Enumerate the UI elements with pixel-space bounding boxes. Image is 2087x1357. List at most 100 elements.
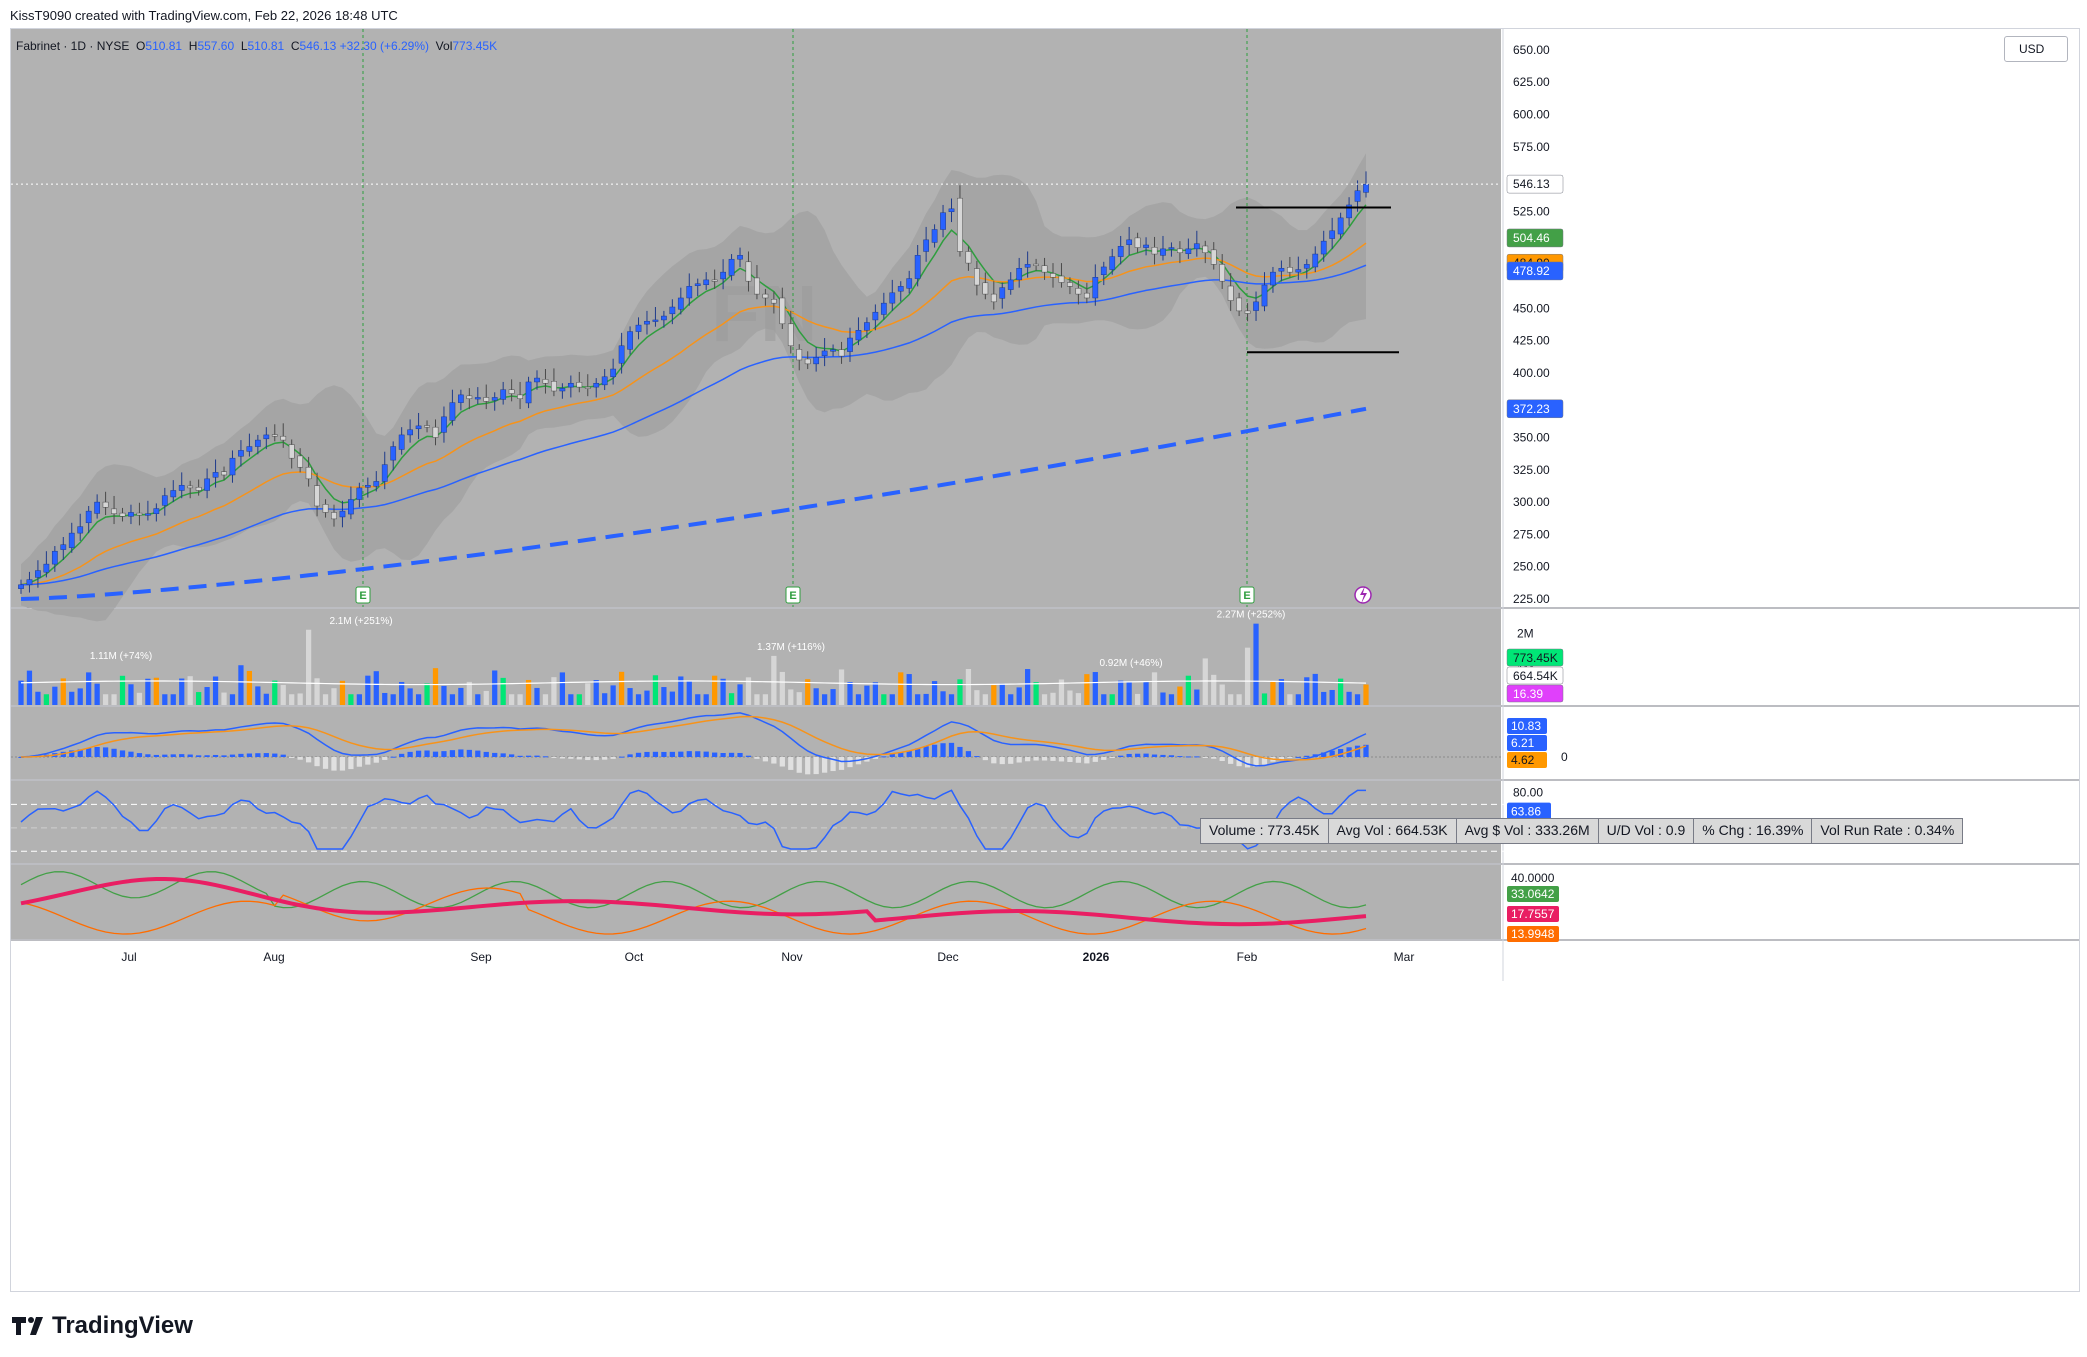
volume-bar <box>246 670 253 705</box>
rsi-tag-box <box>1507 802 1551 820</box>
candle-body <box>77 526 84 534</box>
volume-bar <box>1041 694 1048 705</box>
tradingview-logo[interactable]: TradingView <box>12 1312 193 1340</box>
candle-body <box>170 490 177 498</box>
macd-histogram-bar <box>153 754 159 757</box>
volume-bar <box>915 694 921 705</box>
price-tag-box <box>1506 261 1564 281</box>
macd-histogram-bar <box>678 751 684 757</box>
macd-histogram-bar <box>906 750 912 757</box>
macd-histogram-bar <box>635 752 642 757</box>
volume-bar <box>145 678 151 705</box>
candle-body <box>407 429 413 436</box>
volume-bar <box>534 687 540 705</box>
macd-histogram-bar <box>669 751 675 757</box>
volume-bar <box>280 684 286 705</box>
volume-bar <box>847 682 853 705</box>
macd-histogram-bar <box>1168 755 1175 757</box>
candle-body <box>500 389 507 400</box>
volume-bar <box>669 691 675 705</box>
volume-bar <box>931 681 938 705</box>
macd-histogram-bar <box>991 757 997 764</box>
close-label: C <box>290 39 300 53</box>
macd-histogram-bar <box>458 749 464 757</box>
candle-body <box>770 299 777 304</box>
rsi-tag-label: 63.86 <box>1511 805 1541 819</box>
volume-tag-box <box>1506 666 1564 685</box>
candle-body <box>85 510 92 524</box>
macd-histogram-bar <box>898 752 904 757</box>
macd-histogram-bar <box>466 749 472 757</box>
chart-container[interactable]: FN650.00625.00600.00575.00525.00475.0045… <box>10 28 2080 1292</box>
volume-bar <box>1185 675 1191 705</box>
candle-body <box>458 394 464 403</box>
macd-histogram-bar <box>509 754 515 757</box>
volume-bar <box>661 687 667 705</box>
volume-bar <box>1346 691 1352 705</box>
volume-bar <box>762 694 769 705</box>
volume-bar <box>644 690 650 705</box>
volume-tag-label: 773.45K <box>1513 651 1558 665</box>
macd-histogram-bar <box>424 750 430 757</box>
volume-bar <box>289 694 295 705</box>
price-tag-box <box>1506 174 1564 194</box>
candle-body <box>1134 237 1141 248</box>
candle-body <box>762 293 769 299</box>
candle-body <box>263 434 270 440</box>
symbol-name[interactable]: Fabrinet · 1D · NYSE <box>16 39 130 53</box>
volume-bar <box>221 692 227 705</box>
rsi-line <box>20 789 1366 850</box>
candle-body <box>1219 264 1226 282</box>
volume-bar <box>703 694 709 705</box>
macd-histogram-bar <box>1287 757 1293 759</box>
volume-bar <box>1244 647 1251 705</box>
candle-body <box>212 472 219 478</box>
chart-canvas[interactable]: FN650.00625.00600.00575.00525.00475.0045… <box>11 29 2079 1291</box>
volume-bar <box>585 683 591 705</box>
volume-bar <box>635 694 642 705</box>
candle-body <box>1363 184 1369 193</box>
candle-body <box>897 286 904 292</box>
volume-bar <box>441 685 447 705</box>
candle-body <box>1007 279 1014 290</box>
volume-bar <box>728 693 735 705</box>
volume-bar <box>356 694 362 705</box>
macd-histogram-bar <box>1211 757 1217 759</box>
macd-histogram-bar <box>661 751 667 757</box>
earnings-marker-label: E <box>359 590 366 602</box>
volume-bar <box>1211 674 1217 705</box>
volume-bar <box>18 680 24 705</box>
volume-bar <box>906 674 912 705</box>
volume-bar <box>52 686 58 705</box>
macd-histogram-bar <box>568 757 574 759</box>
volume-bar <box>779 671 785 705</box>
candle-body <box>551 381 557 392</box>
candle-body <box>914 255 921 279</box>
candle-body <box>390 446 397 461</box>
volume-bar <box>128 684 134 705</box>
candle-body <box>35 570 41 578</box>
macd-histogram-bar <box>102 747 109 757</box>
volume-bar <box>432 668 439 705</box>
volume-bar <box>204 687 210 705</box>
macd-histogram-bar <box>847 757 853 768</box>
volume-bar <box>551 677 557 705</box>
volume-bar <box>111 694 117 705</box>
volume-bar <box>1194 689 1200 705</box>
candle-body <box>669 306 676 315</box>
macd-histogram-bar <box>119 750 126 757</box>
earnings-marker-icon <box>1239 586 1255 604</box>
candle-body <box>745 261 752 282</box>
macd-histogram-bar <box>373 757 379 763</box>
volume-bar <box>1058 679 1065 705</box>
volume-bar <box>542 694 549 705</box>
stat-avg-vol: Avg Vol : 664.53K <box>1329 819 1457 843</box>
time-axis-label: Feb <box>1237 950 1258 964</box>
candle-body <box>1270 271 1276 286</box>
currency-button[interactable]: USD <box>2004 36 2068 62</box>
macd-histogram-bar <box>686 751 692 757</box>
volume-bar <box>1160 692 1166 705</box>
price-axis-label: 300.00 <box>1513 495 1550 509</box>
volume-bar <box>424 683 430 705</box>
candle-body <box>847 337 853 352</box>
